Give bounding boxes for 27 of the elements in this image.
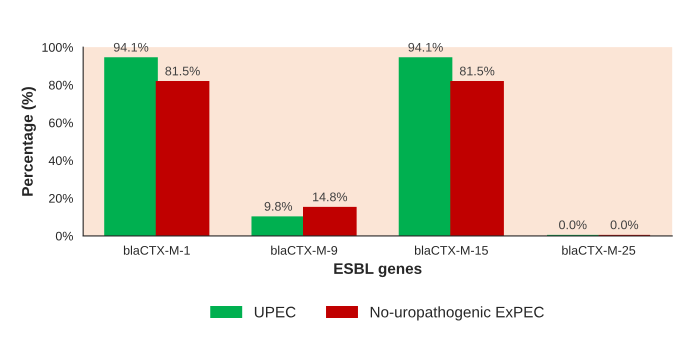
x-axis-title: ESBL genes xyxy=(334,263,422,278)
legend-label: UPEC xyxy=(254,306,296,318)
y-tick-label: 100% xyxy=(42,42,73,52)
x-tick-label: blaCTX-M-1 xyxy=(124,246,190,255)
bar xyxy=(156,81,210,236)
data-label: 14.8% xyxy=(313,192,348,202)
bar xyxy=(398,57,452,236)
y-tick-label: 80% xyxy=(48,80,73,90)
y-tick-label: 60% xyxy=(49,118,73,128)
legend-label: No-uropathogenic ExPEC xyxy=(370,306,544,321)
x-tick-label: blaCTX-M-15 xyxy=(414,246,488,255)
bar xyxy=(104,57,158,236)
y-axis-title: Percentage (%) xyxy=(22,87,36,196)
data-label: 81.5% xyxy=(165,66,200,76)
y-tick-label: 40% xyxy=(48,156,73,166)
x-tick-label: blaCTX-M-25 xyxy=(562,246,636,255)
bar xyxy=(450,81,504,236)
data-label: 94.1% xyxy=(114,42,148,52)
data-label: 81.5% xyxy=(460,66,494,76)
data-label: 0.0% xyxy=(559,220,587,230)
x-tick-label: blaCTX-M-9 xyxy=(271,246,338,255)
data-label: 9.8% xyxy=(264,202,292,211)
data-label: 0.0% xyxy=(610,220,638,230)
bar xyxy=(303,206,357,236)
data-label: 94.1% xyxy=(408,42,443,52)
y-tick-label: 0% xyxy=(56,232,73,241)
y-tick-label: 20% xyxy=(49,194,73,203)
